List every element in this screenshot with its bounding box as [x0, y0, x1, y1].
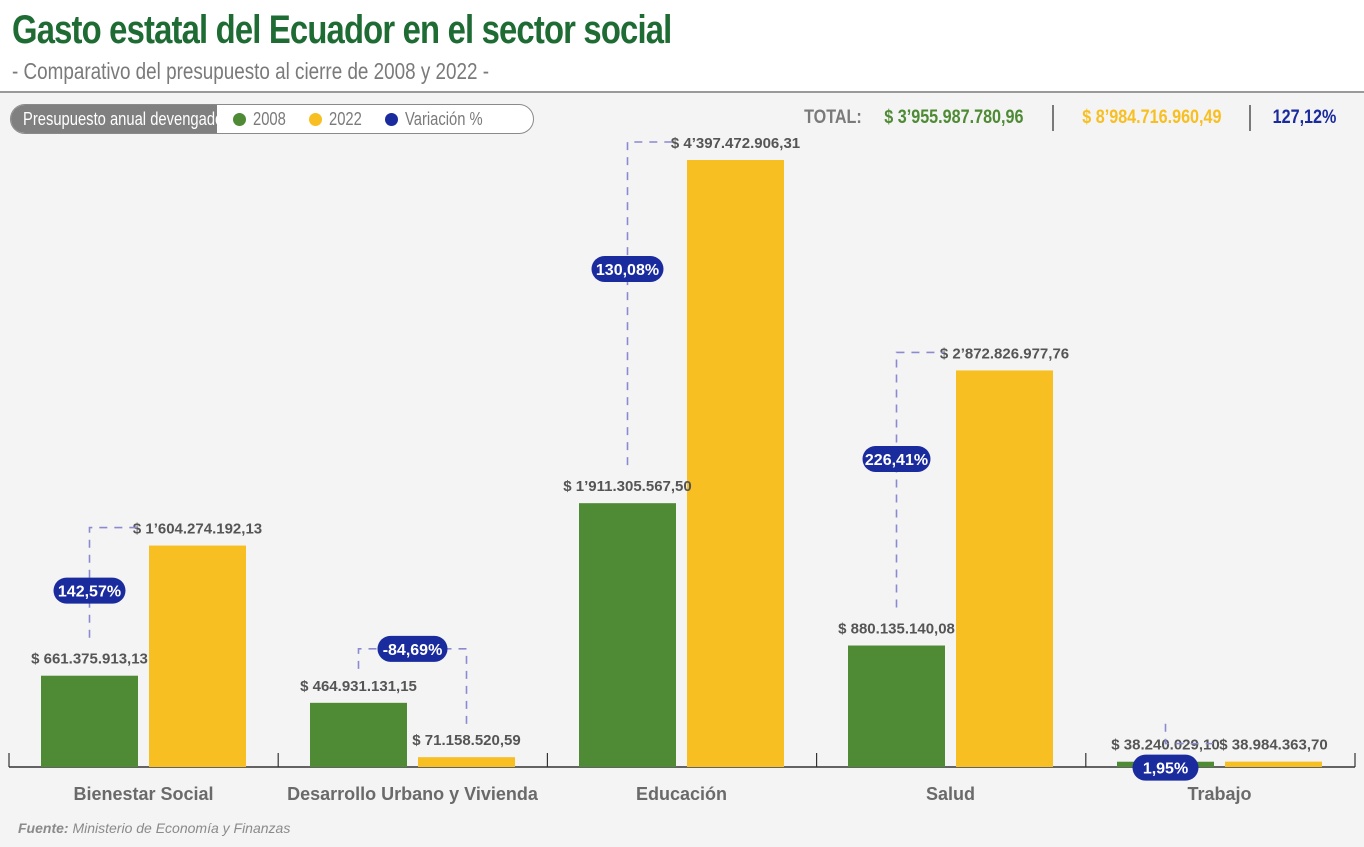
legend-item-label: 2008: [253, 108, 286, 129]
variation-bracket: [895, 351, 944, 608]
legend-item-label: 2022: [329, 108, 362, 129]
totals-separator: [1249, 105, 1251, 131]
variation-bracket: [357, 648, 468, 726]
totals: TOTAL: $ 3’955.987.780,96 $ 8’984.716.96…: [799, 104, 1342, 132]
header-divider: [0, 91, 1364, 93]
source-note: Fuente: Ministerio de Economía y Finanza…: [18, 820, 290, 836]
category-label: Bienestar Social: [73, 784, 213, 804]
data-label-2022: $ 1’604.274.192,13: [133, 521, 262, 538]
variation-pill: [53, 577, 126, 604]
legend-dot-2022: [309, 112, 323, 126]
bar-2022: [956, 370, 1053, 767]
total-variation: 127,12%: [1272, 107, 1337, 128]
legend-item-2008: 2008: [233, 109, 293, 130]
bar-2008: [579, 503, 676, 767]
source-label: Fuente:: [18, 820, 69, 836]
variation-pill: [591, 255, 664, 282]
variation-bracket: [1164, 723, 1213, 745]
legend-dot-2008: [233, 112, 246, 126]
bar-2008: [310, 702, 407, 767]
variation-bracket: [626, 141, 675, 466]
bar-2008: [41, 675, 138, 767]
header-band: [0, 0, 1364, 92]
data-label-2008: $ 38.240.029,10: [1111, 737, 1219, 754]
legend-dot-variation: [385, 112, 399, 126]
source-text: Ministerio de Economía y Finanzas: [72, 820, 291, 836]
variation-label: 1,95%: [1143, 761, 1188, 778]
data-label-2022: $ 2’872.826.977,76: [940, 345, 1069, 362]
data-label-2008: $ 661.375.913,13: [31, 651, 148, 668]
variation-pill: [862, 445, 931, 472]
legend-item-variation: Variación %: [385, 109, 500, 130]
variation-label: 142,57%: [58, 584, 121, 601]
data-label-2022: $ 38.984.363,70: [1219, 737, 1327, 754]
variation-label: 226,41%: [865, 452, 928, 469]
legend-title: Presupuesto anual devengado: [11, 105, 217, 133]
category-label: Desarrollo Urbano y Vivienda: [287, 784, 539, 804]
category-label: Educación: [636, 784, 727, 804]
bar-2022: [687, 160, 784, 767]
chart-subtitle: - Comparativo del presupuesto al cierre …: [12, 58, 490, 84]
data-label-2008: $ 464.931.131,15: [300, 678, 417, 695]
bar-2008: [848, 645, 945, 767]
data-label-2022: $ 71.158.520,59: [412, 732, 520, 749]
variation-label: 130,08%: [596, 262, 659, 279]
legend-item-2022: 2022: [309, 109, 369, 130]
data-label-2008: $ 880.135.140,08: [838, 621, 955, 638]
totals-separator: [1052, 105, 1054, 131]
variation-pill: [1132, 754, 1199, 781]
data-label-2022: $ 4’397.472.906,31: [671, 135, 800, 152]
bar-2022: [149, 545, 246, 767]
total-2022: $ 8’984.716.960,49: [1082, 107, 1222, 128]
total-2008: $ 3’955.987.780,96: [884, 107, 1024, 128]
legend-title-text: Presupuesto anual devengado: [23, 108, 217, 129]
category-label: Salud: [926, 784, 975, 804]
variation-label: -84,69%: [383, 642, 443, 659]
legend-item-label: Variación %: [405, 108, 483, 129]
category-label: Trabajo: [1187, 784, 1251, 804]
bar-2022: [418, 757, 515, 767]
variation-pill: [377, 635, 448, 662]
bar-2022: [1225, 761, 1322, 767]
chart-title: Gasto estatal del Ecuador en el sector s…: [12, 8, 672, 52]
totals-label: TOTAL:: [803, 107, 862, 128]
data-label-2008: $ 1’911.305.567,50: [563, 478, 691, 495]
legend: Presupuesto anual devengado 2008 2022 Va…: [10, 104, 534, 134]
